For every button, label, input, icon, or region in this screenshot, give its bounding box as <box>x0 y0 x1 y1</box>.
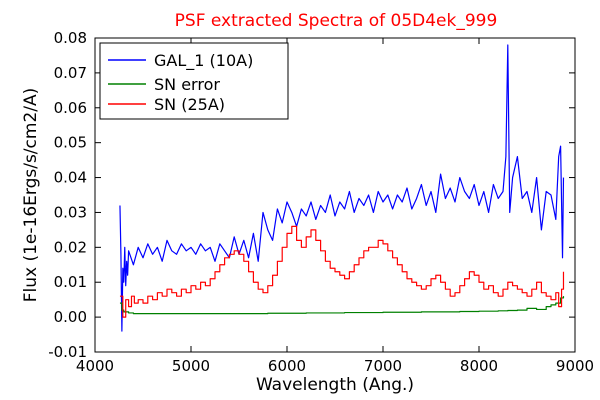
y-tick-label: -0.01 <box>48 343 87 361</box>
x-tick-label: 9000 <box>556 357 594 375</box>
x-tick-label: 7000 <box>364 357 402 375</box>
legend-label-sn-error: SN error <box>154 75 220 94</box>
legend: GAL_1 (10A) SN error SN (25A) <box>99 42 289 120</box>
series-line-1 <box>119 296 565 315</box>
series-line-0 <box>119 44 565 332</box>
legend-label-sn: SN (25A) <box>154 95 225 114</box>
y-tick-label: 0.04 <box>54 169 87 187</box>
x-axis-label: Wavelength (Ang.) <box>256 375 414 395</box>
x-tick-label: 4000 <box>76 357 114 375</box>
ticks-layer: 4000 5000 6000 7000 8000 9000 -0.01 0.00 0.01 0.0… <box>48 29 594 375</box>
x-tick-label: 6000 <box>268 357 306 375</box>
legend-box <box>99 42 289 120</box>
y-axis-label: Flux (1e-16Ergs/s/cm2/A) <box>21 88 41 303</box>
x-tick-label: 5000 <box>172 357 210 375</box>
series-layer <box>119 44 565 332</box>
y-tick-label: 0.05 <box>54 134 87 152</box>
chart-title: PSF extracted Spectra of 05D4ek_999 <box>175 11 498 31</box>
legend-label-gal: GAL_1 (10A) <box>154 51 253 71</box>
y-tick-label: 0.02 <box>54 238 87 256</box>
y-tick-label: 0.01 <box>54 273 87 291</box>
y-tick-label: 0.00 <box>54 308 87 326</box>
y-tick-label: 0.07 <box>54 64 87 82</box>
series-line-2 <box>119 225 565 318</box>
y-tick-label: 0.03 <box>54 203 87 221</box>
y-tick-label: 0.06 <box>54 99 87 117</box>
plot-frame <box>94 37 576 353</box>
y-tick-label: 0.08 <box>54 29 87 47</box>
x-tick-label: 8000 <box>460 357 498 375</box>
